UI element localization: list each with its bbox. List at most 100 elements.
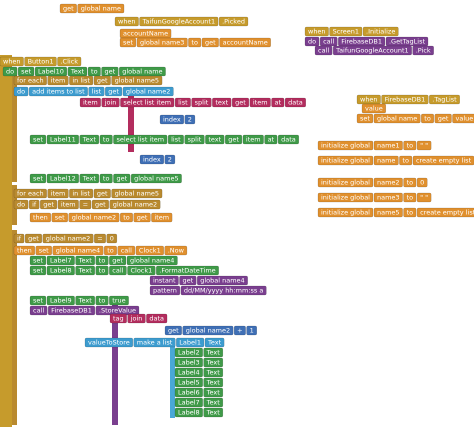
block-token — [130, 173, 182, 184]
block-token — [109, 199, 161, 210]
block-token — [99, 134, 113, 145]
block-token — [77, 3, 125, 14]
block-label: at — [275, 99, 282, 107]
block-token — [111, 75, 163, 86]
block-label: call — [318, 47, 329, 55]
block-label: .Picked — [222, 18, 245, 26]
block-label: to — [191, 39, 198, 47]
block-label: item — [154, 214, 169, 222]
block-label: Label4 — [178, 369, 200, 377]
block-token — [264, 134, 278, 145]
block-label: initialize global — [321, 179, 370, 187]
block-token — [35, 245, 52, 256]
block-label: name2 — [377, 179, 400, 187]
block-label: to — [407, 179, 414, 187]
block-label: name5 — [377, 209, 400, 217]
block-token — [201, 37, 219, 48]
block-token — [93, 75, 111, 86]
block-label: global name5 — [115, 77, 159, 85]
block-label: Text — [207, 339, 222, 347]
block-label: + — [237, 327, 242, 335]
block-label: when — [3, 58, 21, 66]
block-label: get — [97, 77, 108, 85]
block-label: to — [123, 214, 130, 222]
block-label: data — [281, 136, 296, 144]
block-label: 0 — [420, 179, 424, 187]
block-token — [176, 337, 205, 348]
block-label: do — [308, 38, 316, 46]
block-token — [373, 177, 403, 188]
block-label: TaifunGoogleAccount1 — [142, 18, 216, 26]
block-label: make a list — [137, 339, 173, 347]
block-token — [93, 188, 111, 199]
block-label: initialize global — [321, 194, 370, 202]
block-label: get — [95, 201, 106, 209]
block-label: .Initialize — [366, 28, 395, 36]
block-label: when — [360, 96, 378, 104]
block-token — [120, 97, 175, 108]
block-token — [149, 285, 181, 296]
block-token — [159, 114, 185, 125]
block-token — [416, 192, 432, 203]
block-label: Label8 — [178, 409, 200, 417]
block-label: select list item — [116, 136, 164, 144]
block-label: Button1 — [28, 58, 54, 66]
block-label: when — [308, 28, 326, 36]
block-label: Text — [206, 359, 221, 367]
block-label: set — [360, 115, 370, 123]
block-label: get — [137, 214, 148, 222]
block-label: to — [407, 209, 414, 217]
block-token — [75, 265, 96, 276]
block-label: item — [246, 136, 261, 144]
block-label: get — [235, 99, 246, 107]
block-label: to — [424, 115, 431, 123]
block-token — [13, 75, 47, 86]
block-label: 1 — [250, 327, 254, 335]
block-label: split — [188, 136, 202, 144]
block-token — [126, 255, 178, 266]
block-label: text — [208, 136, 221, 144]
block-label: set — [33, 136, 43, 144]
block-label: 2 — [168, 156, 172, 164]
block-token — [29, 134, 47, 145]
block-token — [242, 134, 264, 145]
block-label: when — [118, 18, 136, 26]
block-token — [24, 233, 43, 244]
block-token — [167, 134, 184, 145]
block-token — [13, 188, 47, 199]
block-token — [203, 377, 224, 388]
block-token — [28, 86, 88, 97]
block-token — [79, 199, 92, 210]
block-token — [51, 212, 68, 223]
block-token — [249, 97, 271, 108]
block-token — [109, 265, 127, 276]
block-label: to — [407, 194, 414, 202]
block-label: set — [33, 257, 43, 265]
list-block-frame — [170, 343, 175, 418]
block-token — [174, 357, 203, 368]
block-label: item — [83, 99, 98, 107]
block-token — [416, 207, 474, 218]
block-label: Label11 — [50, 136, 76, 144]
block-token — [149, 275, 179, 286]
block-label: item — [51, 77, 66, 85]
block-token — [151, 212, 173, 223]
block-token — [205, 134, 225, 145]
block-token — [119, 212, 133, 223]
block-label: call — [121, 247, 132, 255]
block-label: get — [43, 201, 54, 209]
block-label: Label2 — [178, 349, 200, 357]
block-label: Text — [70, 68, 85, 76]
block-label: valueToStore — [88, 339, 130, 347]
block-token — [174, 387, 203, 398]
block-token — [174, 97, 191, 108]
block-label: do — [17, 201, 25, 209]
block-token — [106, 233, 118, 244]
if-block-frame — [12, 230, 17, 425]
block-label: to — [99, 297, 106, 305]
block-label: list — [178, 99, 188, 107]
block-label: to — [103, 175, 110, 183]
block-label: initialize global — [321, 142, 370, 150]
block-token — [13, 199, 29, 210]
